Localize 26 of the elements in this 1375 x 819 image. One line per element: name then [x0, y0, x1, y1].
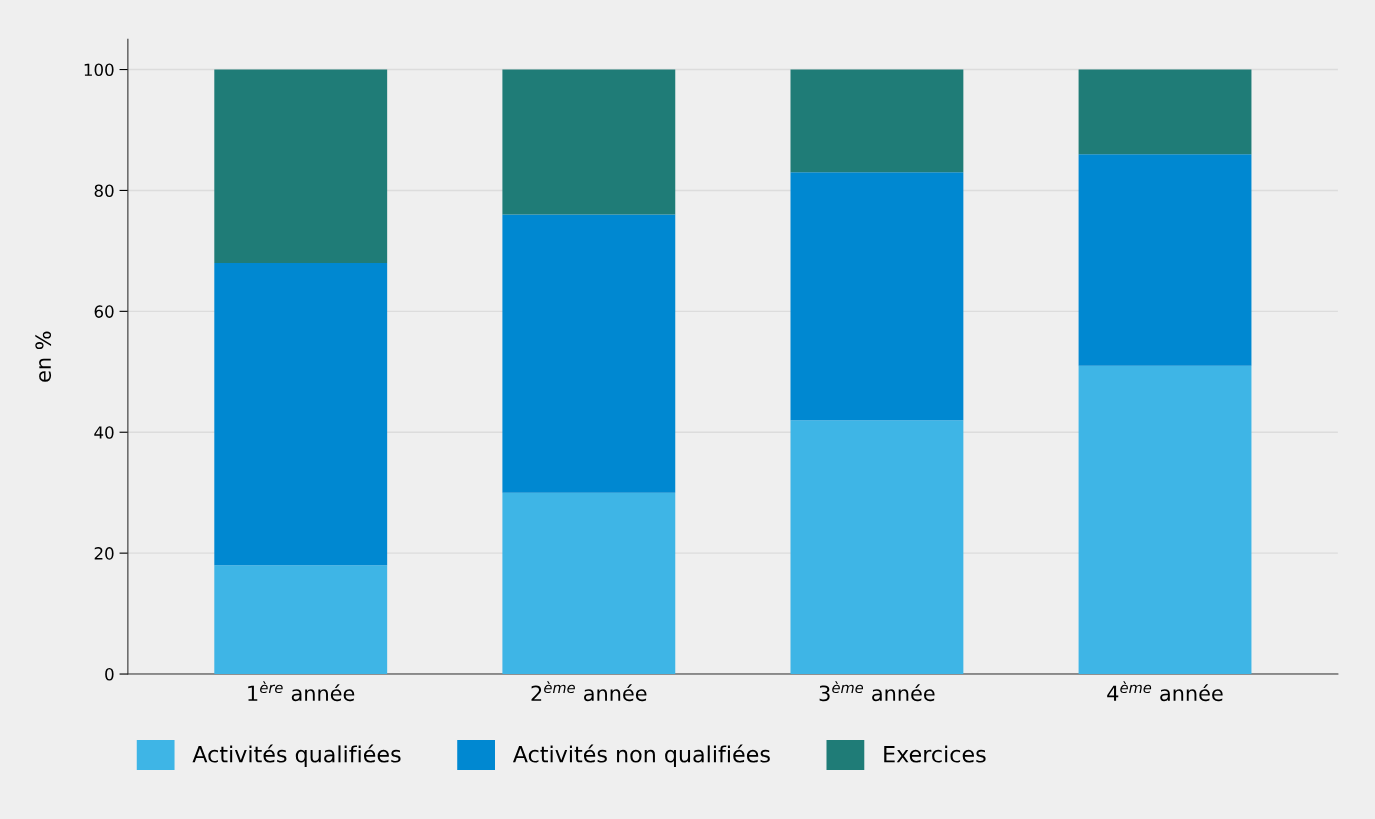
bar [790, 172, 964, 421]
y-axis-title: en % [35, 331, 52, 382]
y-tick-label: 80 [94, 184, 114, 198]
legend-label: Activités non qualifiées [512, 744, 770, 767]
bar [1078, 154, 1252, 366]
bar [214, 69, 388, 263]
x-tick-label: 4$^{ème}$ année [1107, 681, 1223, 702]
bar [502, 214, 676, 493]
bar [790, 420, 964, 675]
bar [502, 492, 676, 675]
legend-label: Activités qualifiées [192, 744, 401, 767]
legend-label: Exercices [884, 745, 986, 763]
bar [1078, 365, 1252, 675]
y-tick-label: 20 [94, 547, 114, 560]
bar [502, 69, 676, 215]
y-tick-label: 60 [94, 305, 114, 318]
y-tick-label: 0 [105, 668, 114, 681]
bar [214, 262, 388, 566]
bar [214, 565, 388, 675]
bar [1078, 69, 1252, 155]
x-tick-label: 3$^{ème}$ année [819, 681, 935, 702]
x-tick-label: 1$^{ère}$ année [248, 681, 355, 702]
x-tick-label: 2$^{ème}$ année [531, 681, 647, 702]
bar [790, 69, 964, 173]
y-tick-label: 100 [84, 63, 114, 77]
y-tick-label: 40 [94, 426, 114, 439]
